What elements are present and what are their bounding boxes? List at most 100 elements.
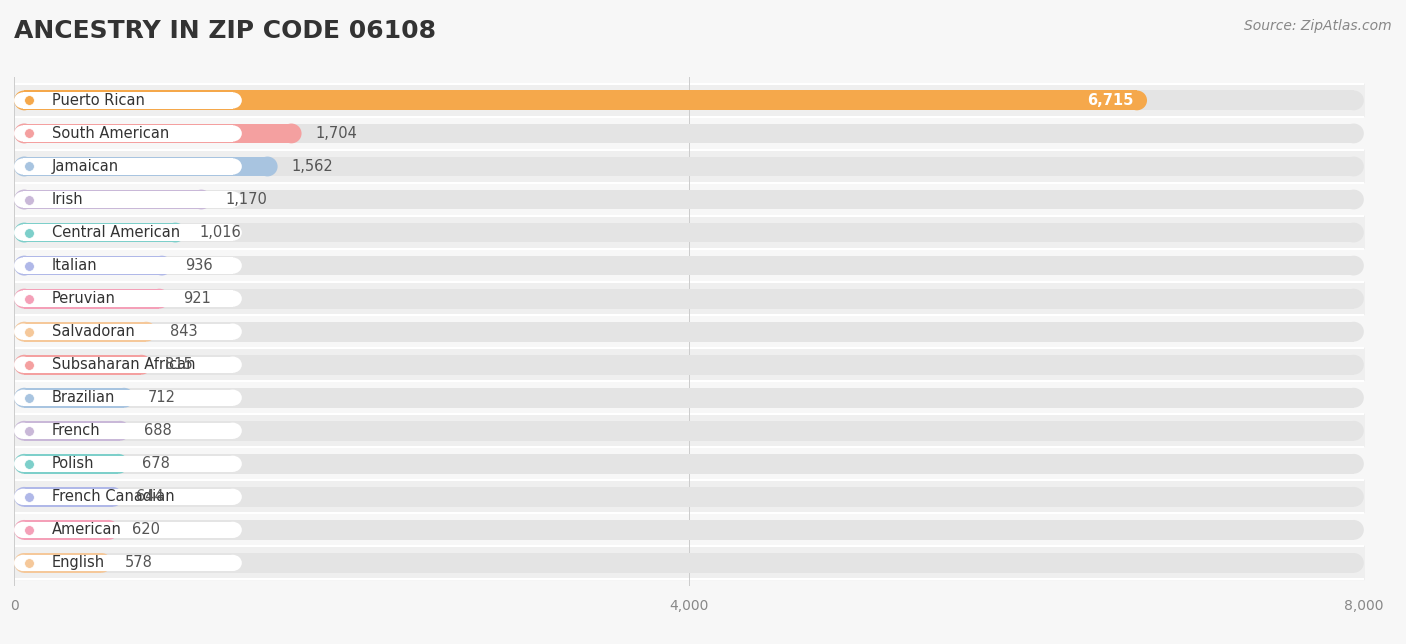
Bar [24,258,232,274]
Ellipse shape [14,322,34,341]
Ellipse shape [14,454,34,474]
Text: Puerto Rican: Puerto Rican [52,93,145,108]
Ellipse shape [14,323,32,340]
Text: 6,715: 6,715 [1087,93,1133,108]
Ellipse shape [1344,156,1364,176]
Bar [24,126,232,142]
Ellipse shape [14,256,34,276]
Text: 1,562: 1,562 [291,159,333,174]
Ellipse shape [103,487,122,507]
Ellipse shape [224,92,242,109]
Ellipse shape [14,454,34,474]
Text: Subsaharan African: Subsaharan African [52,357,195,372]
Ellipse shape [14,553,34,573]
Text: Central American: Central American [52,225,180,240]
Bar [24,357,232,373]
Bar [24,421,120,440]
Ellipse shape [14,421,34,440]
Ellipse shape [165,223,186,242]
Text: 578: 578 [125,555,153,571]
Ellipse shape [14,520,34,540]
Bar [24,189,1354,209]
Ellipse shape [224,456,242,472]
Ellipse shape [224,489,242,505]
Ellipse shape [14,421,34,440]
Ellipse shape [1344,289,1364,308]
Ellipse shape [14,189,34,209]
Bar [24,489,232,505]
Bar [24,355,142,375]
Ellipse shape [1344,388,1364,408]
Ellipse shape [108,454,128,474]
Bar [24,553,1354,573]
Text: Jamaican: Jamaican [52,159,120,174]
Ellipse shape [224,323,242,340]
Bar [24,554,232,571]
Bar [24,355,1354,375]
Text: Brazilian: Brazilian [52,390,115,405]
Text: American: American [52,522,121,537]
Ellipse shape [1344,355,1364,375]
Bar [24,223,1354,242]
Ellipse shape [14,520,34,540]
Ellipse shape [14,124,34,144]
Ellipse shape [131,355,152,375]
Text: 1,016: 1,016 [200,225,240,240]
Ellipse shape [14,256,34,276]
Ellipse shape [224,390,242,406]
Bar [24,289,1354,308]
Ellipse shape [14,289,34,308]
Ellipse shape [14,489,32,505]
Ellipse shape [114,388,134,408]
Ellipse shape [14,158,32,175]
Ellipse shape [224,224,242,241]
Ellipse shape [14,422,32,439]
Ellipse shape [1344,553,1364,573]
Ellipse shape [224,554,242,571]
Bar [24,553,101,573]
Bar [24,388,1354,408]
Bar [24,124,1354,144]
Ellipse shape [14,357,32,373]
Text: Irish: Irish [52,192,83,207]
Text: 815: 815 [165,357,193,372]
Text: ANCESTRY IN ZIP CODE 06108: ANCESTRY IN ZIP CODE 06108 [14,19,436,43]
Ellipse shape [1344,487,1364,507]
Bar [24,224,232,241]
Ellipse shape [14,390,32,406]
Bar [24,223,176,242]
Text: 843: 843 [170,324,197,339]
Bar [24,256,1354,276]
Bar [24,454,118,474]
Text: Polish: Polish [52,457,94,471]
Bar [24,456,232,472]
Text: French: French [52,423,100,439]
Ellipse shape [14,388,34,408]
Ellipse shape [14,92,32,109]
Text: 936: 936 [186,258,214,273]
Text: Salvadoran: Salvadoran [52,324,135,339]
Ellipse shape [1344,124,1364,144]
Bar [24,520,1354,540]
Ellipse shape [1344,454,1364,474]
Ellipse shape [14,355,34,375]
Ellipse shape [14,553,34,573]
Ellipse shape [224,158,242,175]
Bar [24,156,267,176]
Ellipse shape [1344,421,1364,440]
Bar [24,388,124,408]
Text: 620: 620 [132,522,160,537]
Bar [24,92,232,109]
Bar [24,487,1354,507]
Text: Italian: Italian [52,258,97,273]
Ellipse shape [224,126,242,142]
Bar [24,322,146,341]
Ellipse shape [149,289,170,308]
Ellipse shape [281,124,301,144]
Ellipse shape [14,223,34,242]
Bar [24,390,232,406]
Bar [24,323,232,340]
Ellipse shape [14,487,34,507]
Ellipse shape [14,290,32,307]
Bar [24,290,232,307]
